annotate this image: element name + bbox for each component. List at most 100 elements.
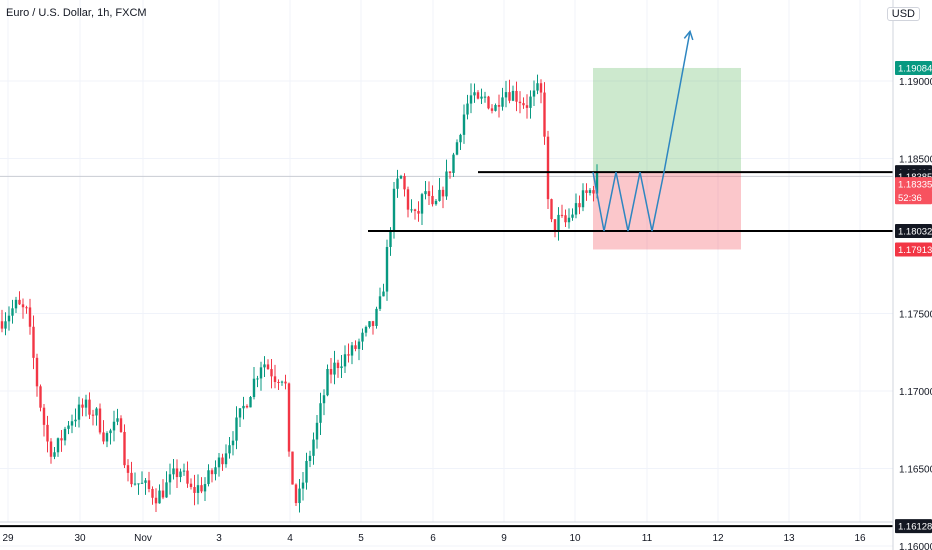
candle-body	[546, 136, 550, 200]
currency-selector[interactable]: USD	[886, 7, 920, 21]
candle-body	[564, 215, 567, 223]
candle-body	[501, 97, 504, 107]
candle-body	[515, 90, 518, 102]
candle-body	[161, 490, 165, 498]
candle-body	[60, 438, 63, 441]
y-tick-label: 1.17500	[899, 310, 932, 321]
candle-body	[88, 399, 91, 415]
candle-body	[291, 451, 294, 485]
candle-body	[196, 485, 200, 493]
candle-body	[165, 482, 168, 498]
candle-body	[301, 482, 305, 489]
x-tick-label: 3	[216, 533, 222, 544]
x-tick-label: 30	[74, 533, 86, 544]
x-tick-label: 4	[287, 533, 293, 544]
candle-body	[228, 445, 231, 454]
candle-body	[385, 246, 389, 292]
candle-body	[207, 470, 210, 485]
candle-body	[81, 404, 84, 408]
candle-body	[354, 345, 357, 349]
candle-body	[252, 378, 256, 397]
candle-body	[553, 219, 557, 231]
candle-body	[487, 96, 490, 109]
candle-body	[32, 326, 35, 358]
candle-body	[28, 307, 32, 327]
candle-body	[567, 217, 571, 223]
x-tick-label: 13	[783, 533, 795, 544]
candle-body	[305, 460, 308, 483]
price-tag	[895, 190, 932, 205]
candle-body	[158, 490, 161, 504]
candle-body	[574, 203, 578, 215]
candle-body	[259, 367, 263, 379]
candle-body	[91, 414, 95, 416]
price-tag-label: 1.16128	[898, 522, 932, 533]
price-tag-label: 1.17913	[898, 245, 932, 256]
candle-body	[455, 142, 459, 155]
candle-body	[368, 321, 371, 327]
candle-body	[595, 172, 599, 194]
candle-body	[39, 386, 42, 408]
candle-body	[277, 381, 280, 383]
candle-body	[168, 474, 172, 483]
candle-body	[130, 472, 133, 485]
candle-body	[77, 404, 81, 420]
candle-body	[511, 90, 515, 101]
candle-body	[95, 408, 98, 416]
candle-body	[63, 428, 67, 441]
candle-body	[364, 326, 368, 333]
candle-body	[109, 430, 112, 434]
candle-body	[571, 214, 574, 218]
candle-body	[322, 395, 326, 404]
candle-body	[308, 455, 312, 461]
price-tag	[895, 60, 932, 75]
candle-body	[319, 403, 322, 423]
candle-body	[280, 381, 284, 383]
candle-body	[144, 480, 147, 483]
x-tick-label: 5	[358, 533, 364, 544]
candle-body	[469, 95, 473, 104]
candle-body	[4, 321, 7, 329]
candle-body	[476, 92, 480, 99]
candle-body	[102, 432, 105, 442]
candle-body	[375, 308, 378, 326]
candle-body	[193, 487, 196, 493]
candle-body	[406, 189, 410, 210]
candle-body	[116, 418, 119, 422]
candle-body	[581, 190, 585, 208]
candle-body	[347, 354, 350, 356]
candle-body	[473, 92, 476, 96]
candle-body	[462, 114, 466, 135]
candle-body	[392, 188, 396, 232]
candle-body	[434, 200, 438, 205]
candle-body	[123, 431, 126, 466]
candle-body	[210, 470, 214, 475]
projection-path[interactable]	[592, 29, 694, 232]
candle-body	[284, 381, 287, 384]
x-tick-label: 10	[569, 533, 581, 544]
candle-body	[532, 90, 536, 97]
candle-body	[42, 407, 46, 425]
candle-body	[217, 457, 221, 468]
support-resistance-lines[interactable]	[0, 171, 893, 528]
candle-body	[84, 399, 88, 408]
candle-body	[410, 209, 413, 211]
candle-body	[221, 457, 224, 465]
candle-body	[21, 304, 25, 308]
y-tick-label: 1.16000	[899, 542, 932, 550]
x-tick-label: 6	[430, 533, 436, 544]
candle-body	[543, 92, 546, 137]
candle-body	[18, 299, 21, 305]
candle-body	[459, 134, 462, 143]
candle-body	[53, 452, 56, 457]
candle-body	[438, 189, 441, 201]
y-tick-label: 1.18500	[899, 155, 932, 166]
x-tick-label: 11	[642, 533, 653, 544]
candle-body	[7, 315, 11, 322]
candle-body	[119, 418, 123, 432]
x-tick-label: Nov	[134, 533, 152, 544]
loss-zone	[593, 172, 741, 250]
candle-body	[315, 422, 319, 440]
candle-body	[133, 483, 137, 485]
